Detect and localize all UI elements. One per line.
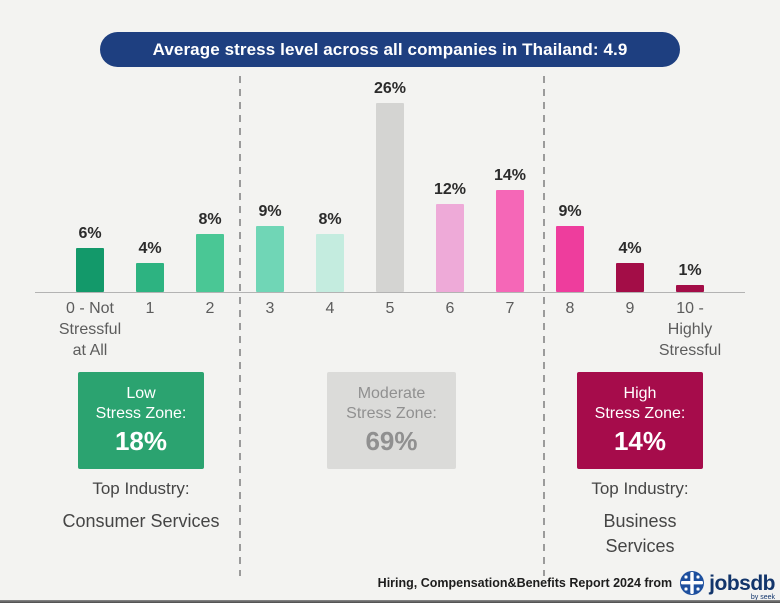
x-axis-labels: 0 - Not Stressful at All 1 2 3 4 5 6 7 8 9 10 - Hi… xyxy=(58,299,722,361)
bar xyxy=(676,285,704,292)
zone-divider-low-moderate xyxy=(239,76,241,576)
x-tick-slot: 2 xyxy=(180,299,240,361)
bar xyxy=(196,234,224,292)
bar-group-3: 9% xyxy=(240,80,300,292)
bar xyxy=(616,263,644,292)
x-tick-label: 9 xyxy=(625,300,635,317)
low-stress-zone-box: Low Stress Zone: 18% xyxy=(78,372,204,469)
x-tick-label: 4 xyxy=(325,300,335,317)
x-tick-label: 5 xyxy=(385,300,395,317)
x-tick-label: 7 xyxy=(505,300,515,317)
x-tick-label: 8 xyxy=(565,300,575,317)
x-tick-slot: 6 xyxy=(420,299,480,361)
footer: Hiring, Compensation&Benefits Report 202… xyxy=(377,570,775,601)
x-tick-slot: 0 - Not Stressful at All xyxy=(58,299,122,361)
x-tick-slot: 9 xyxy=(600,299,660,361)
bar-group-10: 1% xyxy=(660,80,720,292)
bar xyxy=(256,226,284,292)
bar-value-label: 9% xyxy=(558,203,582,220)
bar xyxy=(436,204,464,292)
bar-value-label: 1% xyxy=(678,262,702,279)
bar-value-label: 4% xyxy=(138,240,162,257)
bar-group-8: 9% xyxy=(540,80,600,292)
moderate-zone-percent: 69% xyxy=(365,426,418,456)
jobsdb-wordmark: jobsdb by seek xyxy=(709,571,775,601)
bar xyxy=(376,103,404,292)
x-tick-slot: 8 xyxy=(540,299,600,361)
bar-group-1: 4% xyxy=(120,80,180,292)
x-tick-slot: 1 xyxy=(120,299,180,361)
bar-group-4: 8% xyxy=(300,80,360,292)
x-tick-label: 1 xyxy=(145,300,155,317)
x-tick-label: 6 xyxy=(445,300,455,317)
jobsdb-logo: jobsdb by seek xyxy=(679,570,775,601)
moderate-zone-label-line1: Moderate xyxy=(357,385,426,402)
moderate-zone-label-line2: Stress Zone: xyxy=(346,405,437,422)
low-zone-label-line1: Low xyxy=(126,385,156,402)
chart-title-banner: Average stress level across all companie… xyxy=(100,32,680,67)
x-tick-label: 2 xyxy=(205,300,215,317)
x-tick-slot: 3 xyxy=(240,299,300,361)
bar-group-7: 14% xyxy=(480,80,540,292)
bar-group-6: 12% xyxy=(420,80,480,292)
low-zone-label-line2: Stress Zone: xyxy=(95,405,187,422)
x-tick-label: 0 - Not Stressful at All xyxy=(58,300,122,359)
bar xyxy=(556,226,584,292)
bar xyxy=(316,234,344,292)
bar-value-label: 12% xyxy=(433,181,467,198)
bar-value-label: 8% xyxy=(318,211,342,228)
x-tick-slot: 7 xyxy=(480,299,540,361)
bar-group-5: 26% xyxy=(360,80,420,292)
bar-value-label: 14% xyxy=(493,167,527,184)
bar-value-label: 9% xyxy=(258,203,282,220)
bar-chart: 6% 4% 8% 9% 8% 26% 12% 14% 9% 4% 1% xyxy=(60,80,720,292)
high-zone-top-industry: Top Industry: Business Services xyxy=(520,479,760,559)
bar xyxy=(496,190,524,292)
bar xyxy=(136,263,164,292)
high-zone-percent: 14% xyxy=(613,426,667,456)
report-source-text: Hiring, Compensation&Benefits Report 202… xyxy=(377,576,673,590)
x-tick-slot: 10 - Highly Stressful xyxy=(658,299,722,361)
jobsdb-globe-icon xyxy=(680,571,705,595)
x-axis-line xyxy=(35,292,745,293)
bar-value-label: 4% xyxy=(618,240,642,257)
high-zone-label-line1: High xyxy=(623,385,657,402)
by-seek-text: by seek xyxy=(750,593,775,601)
low-zone-percent: 18% xyxy=(114,426,168,456)
moderate-stress-zone-box: Moderate Stress Zone: 69% xyxy=(327,372,456,469)
x-tick-label: 10 - Highly Stressful xyxy=(658,300,722,359)
bar-value-label: 8% xyxy=(198,211,222,228)
bar-group-2: 8% xyxy=(180,80,240,292)
bar xyxy=(76,248,104,292)
x-tick-slot: 5 xyxy=(360,299,420,361)
bar-value-label: 6% xyxy=(78,225,102,242)
low-zone-top-industry: Top Industry: Consumer Services xyxy=(21,479,261,534)
x-tick-slot: 4 xyxy=(300,299,360,361)
zone-divider-moderate-high xyxy=(543,76,545,576)
bar-value-label: 26% xyxy=(373,80,407,97)
low-top-industry-value: Consumer Services xyxy=(62,511,220,531)
x-tick-label: 3 xyxy=(265,300,275,317)
high-zone-label-line2: Stress Zone: xyxy=(594,405,686,422)
chart-title: Average stress level across all companie… xyxy=(152,39,628,59)
high-top-industry-value: Business Services xyxy=(603,511,677,557)
bottom-edge-strip xyxy=(0,600,780,603)
jobsdb-text: jobsdb xyxy=(709,571,775,595)
high-stress-zone-box: High Stress Zone: 14% xyxy=(577,372,703,469)
bar-group-9: 4% xyxy=(600,80,660,292)
low-top-industry-label: Top Industry: xyxy=(92,479,190,498)
bar-group-0: 6% xyxy=(60,80,120,292)
high-top-industry-label: Top Industry: xyxy=(591,479,689,498)
